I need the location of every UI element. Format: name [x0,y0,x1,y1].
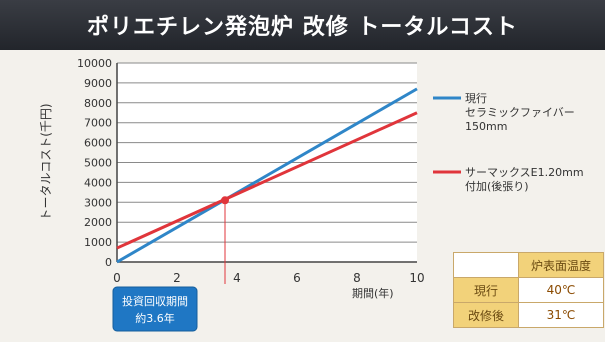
table-row-label: 現行 [453,277,519,303]
payback-annotation [221,196,229,284]
y-tick-label: 3000 [84,196,112,209]
series-line-1 [116,111,418,250]
table-cell: 31℃ [518,302,604,328]
x-tick-label: 0 [113,271,121,285]
table-header: 炉表面温度 [518,252,604,278]
x-axis-label: 期間(年) [352,286,394,300]
x-tick-label: 6 [293,271,301,285]
payback-box-line2: 約3.6年 [135,311,175,325]
title-bar: ポリエチレン発泡炉 改修 トータルコスト [0,0,605,50]
y-tick-label: 6000 [84,137,112,150]
crossing-point [221,196,229,205]
table-corner [453,252,519,278]
y-tick-label: 2000 [84,216,112,229]
x-tick-label: 4 [233,271,241,285]
legend-label: 現行 [465,92,487,105]
y-axis-label: トータルコスト(千円) [39,103,53,220]
y-tick-label: 7000 [84,117,112,130]
payback-box-line1: 投資回収期間 [122,294,188,308]
x-tick-label: 8 [353,271,361,285]
surface-temperature-table: 炉表面温度 現行 40℃ 改修後 31℃ [453,252,604,328]
series-lines [116,87,418,264]
y-tick-label: 0 [105,256,112,269]
series-line-0 [116,87,418,264]
table-cell: 40℃ [518,277,604,303]
legend-label: サーマックスE1.20mm [465,166,584,179]
legend-label: セラミックファイバー [465,106,575,119]
payback-box-bg [112,286,198,332]
table-row-label: 改修後 [453,302,519,328]
x-tick-label: 2 [173,271,181,285]
y-tick-label: 4000 [84,176,112,189]
legend-label: 150mm [465,120,507,133]
y-tick-label: 10000 [77,57,112,70]
x-tick-label: 10 [409,271,424,285]
y-tick-label: 5000 [84,157,112,170]
y-tick-label: 1000 [84,236,112,249]
y-tick-label: 9000 [84,77,112,90]
legend-label: 付加(後張り) [465,179,529,193]
y-tick-label: 8000 [84,97,112,110]
y-tick-labels: 0 1000 2000 3000 4000 5000 6000 7000 8000 9000 100… [77,57,112,269]
x-tick-labels: 0 2 4 6 8 10 [113,271,424,285]
page-title: ポリエチレン発泡炉 改修 トータルコスト [87,15,518,40]
chart-grid [116,62,417,263]
